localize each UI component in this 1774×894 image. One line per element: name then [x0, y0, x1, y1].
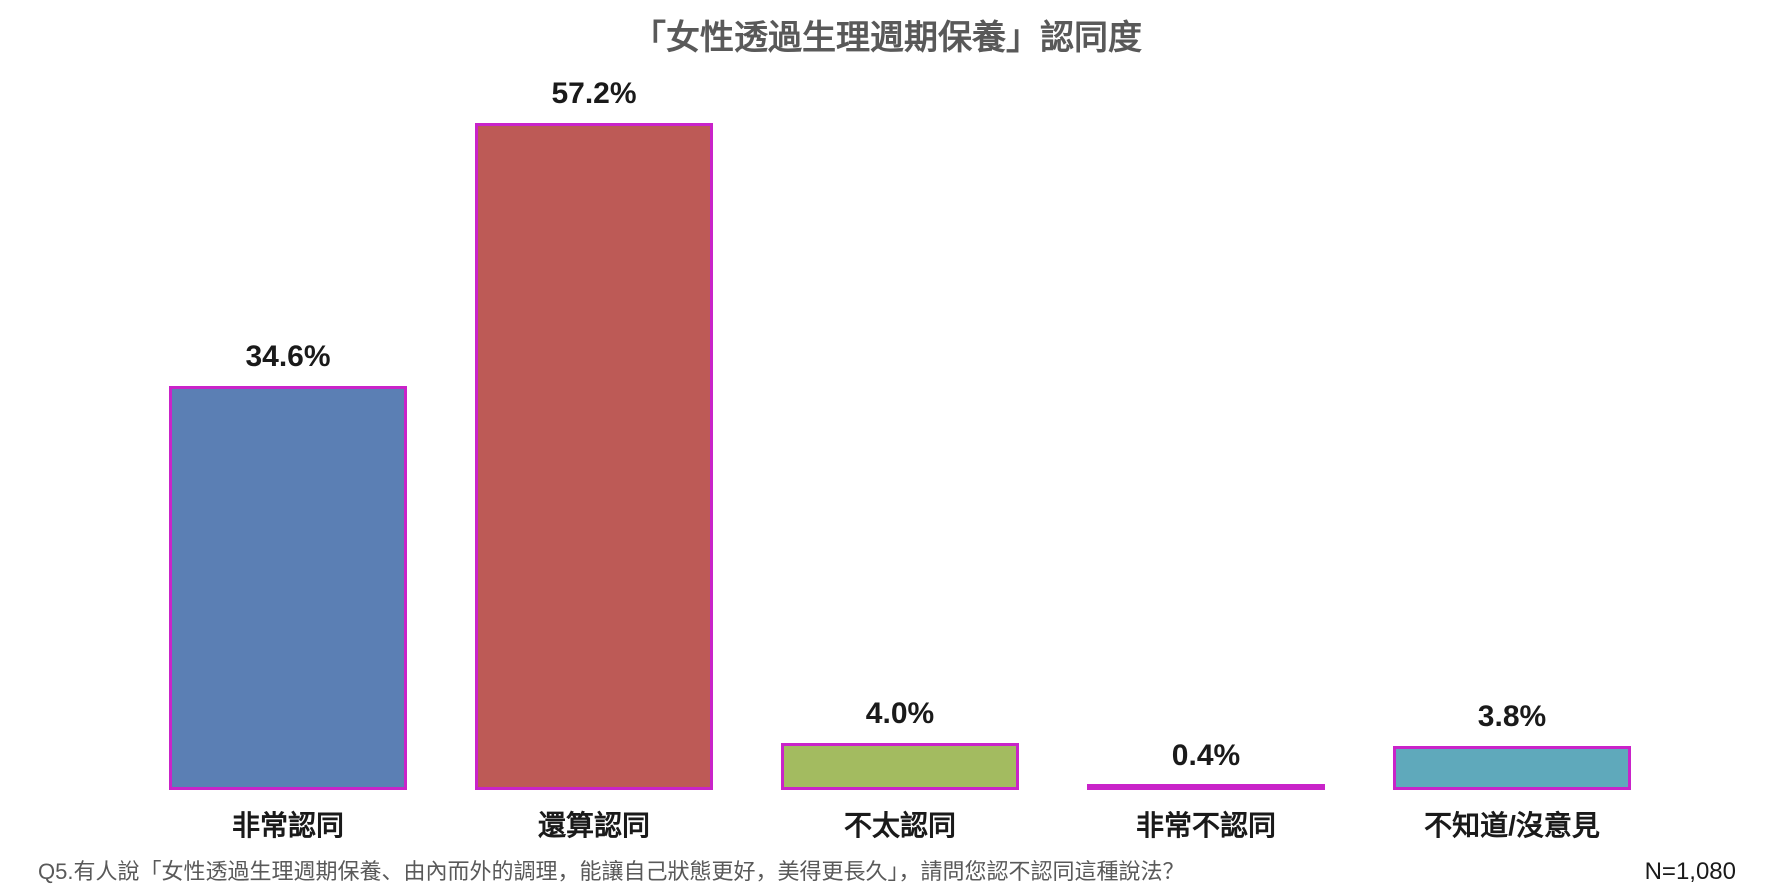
bar: [1393, 746, 1632, 790]
plot-area: 34.6%57.2%4.0%0.4%3.8%: [135, 90, 1665, 790]
bar-value-label: 57.2%: [441, 77, 747, 111]
chart-title: 「女性透過生理週期保養」認同度: [0, 10, 1774, 59]
bar-value-label: 34.6%: [135, 340, 441, 374]
question-text: Q5.有人說「女性透過生理週期保養、由內而外的調理，能讓自己狀態更好，美得更長久…: [38, 854, 1184, 886]
bar-value-label: 4.0%: [747, 697, 1053, 731]
bar-value-label: 0.4%: [1053, 739, 1359, 773]
bar: [781, 743, 1020, 790]
bar: [475, 123, 714, 790]
category-label: 非常不認同: [1053, 804, 1359, 844]
footer: Q5.有人說「女性透過生理週期保養、由內而外的調理，能讓自己狀態更好，美得更長久…: [38, 854, 1736, 886]
bar-value-label: 3.8%: [1359, 700, 1665, 734]
category-label: 不知道/沒意見: [1359, 804, 1665, 844]
category-label: 非常認同: [135, 804, 441, 844]
sample-size-label: N=1,080: [1645, 858, 1736, 886]
chart-container: 「女性透過生理週期保養」認同度 34.6%57.2%4.0%0.4%3.8% 非…: [0, 0, 1774, 894]
category-label: 還算認同: [441, 804, 747, 844]
bar: [169, 386, 408, 790]
bar: [1087, 784, 1326, 790]
category-label: 不太認同: [747, 804, 1053, 844]
